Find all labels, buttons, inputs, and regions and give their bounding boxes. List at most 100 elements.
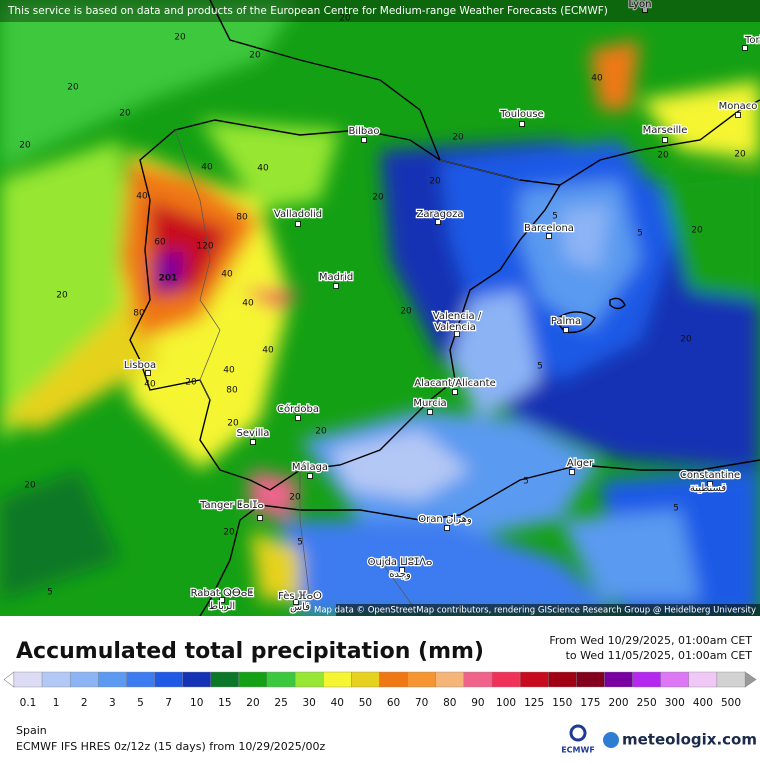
period-from: From Wed 10/29/2025, 01:00am CET	[549, 634, 752, 647]
city-marker	[399, 567, 405, 573]
legend-level: 5	[137, 697, 144, 709]
contour-label: 40	[257, 164, 269, 174]
contour-label: 20	[372, 193, 384, 203]
contour-label: 80	[226, 386, 238, 396]
contour-labels: 20 20 20 20 20 40 20 20 40 40 80 60 120 201 40 40 80 80 40…	[19, 14, 746, 598]
legend-level: 10	[190, 697, 203, 709]
legend-level: 500	[721, 697, 741, 709]
region: Spain	[16, 724, 47, 737]
city-label: Murcia	[413, 398, 446, 409]
city-label: Rabat ⵕⴱⴰⵟ	[191, 588, 254, 599]
city-marker	[742, 45, 748, 51]
city-label: Tanger ⵟⴰⵏⵊⴰ	[199, 500, 264, 511]
contour-label: 20	[67, 83, 79, 93]
banner-bg	[0, 0, 760, 22]
contour-label: 20	[227, 419, 239, 429]
france-coast	[209, 0, 441, 161]
legend-swatch	[688, 671, 718, 688]
legend-swatch	[716, 671, 746, 688]
contour-label: 20	[174, 33, 186, 43]
legend-level: 3	[109, 697, 116, 709]
city-label: Valencia	[434, 322, 476, 333]
contour-label: 5	[47, 588, 53, 598]
legend-bar: 0.1 1 2 3 5 7 10 15 20 25 30 40 50 60 70 80 90 100 125 150 1…	[3, 671, 757, 709]
field-blobs	[0, 0, 760, 616]
contour-label: 40	[221, 270, 233, 280]
legend-swatch	[69, 671, 99, 688]
city-label: Bilbao	[348, 126, 379, 137]
city-label: Constantine	[680, 470, 740, 481]
city-marker	[454, 331, 460, 337]
legend-swatch	[266, 671, 296, 688]
contour-label: 20	[185, 378, 197, 388]
legend-level: 1	[53, 697, 60, 709]
legend-swatch	[604, 671, 633, 688]
contour-label: 20	[452, 133, 464, 143]
africa-coast	[239, 459, 760, 521]
city-marker	[295, 221, 301, 227]
city-label: Zaragoza	[416, 209, 463, 220]
iberia-coast	[129, 119, 562, 491]
legend-level: 7	[165, 697, 172, 709]
contour-label: 5	[537, 362, 543, 372]
city-label: Marseille	[643, 125, 688, 136]
contour-label: 20	[429, 177, 441, 187]
city-label: فاس	[290, 602, 310, 613]
legend-swatch	[351, 671, 380, 688]
legend-arrow-right	[744, 671, 757, 688]
city-marker	[569, 469, 575, 475]
contour-label: 5	[552, 212, 558, 222]
contour-label: 40	[591, 74, 603, 84]
contour-label: 20	[734, 150, 746, 160]
legend-level: 15	[218, 697, 231, 709]
city-label: Fès ⴼⴰⵙ	[278, 590, 322, 602]
city-label: Monaco	[719, 101, 758, 112]
city-marker	[662, 137, 668, 143]
legend-level: 2	[81, 697, 88, 709]
legend-level: 25	[274, 697, 287, 709]
city-label: Lyon	[628, 0, 651, 10]
legend-level: 30	[303, 697, 316, 709]
city-label: Palma	[551, 316, 581, 327]
legend-level: 20	[246, 697, 259, 709]
model-info: ECMWF IFS HRES 0z/12z (15 days) from 10/…	[16, 740, 326, 753]
contour-label: 5	[523, 477, 529, 487]
city-marker	[642, 7, 648, 13]
city-marker	[563, 327, 569, 333]
city-label: Alacant/Alicante	[414, 378, 495, 389]
contour-label: 20	[680, 335, 692, 345]
legend-swatch	[13, 671, 43, 688]
contour-label: 40	[201, 163, 213, 173]
contour-label: 20	[249, 51, 261, 61]
city-marker	[145, 370, 151, 376]
contour-label: 5	[673, 504, 679, 514]
city-label: Valencia /	[433, 311, 482, 322]
contour-label: 20	[56, 291, 68, 301]
city-marker	[427, 409, 433, 415]
banner: This service is based on data and produc…	[7, 5, 608, 17]
city-marker	[219, 597, 225, 603]
legend-level: 300	[665, 697, 685, 709]
legend-swatch	[576, 671, 605, 688]
city-marker	[257, 515, 263, 521]
gulf-of-lion	[559, 99, 760, 186]
legend-swatch	[323, 671, 352, 688]
period-to: to Wed 11/05/2025, 01:00am CET	[566, 649, 753, 662]
legend-level: 250	[637, 697, 657, 709]
legend-swatch	[98, 671, 127, 688]
city-label: Málaga	[292, 461, 328, 473]
legend-swatch	[182, 671, 211, 688]
legend-swatch	[548, 671, 577, 688]
contour-label: 40	[144, 380, 156, 390]
attribution: Map data © OpenStreetMap contributors, r…	[314, 606, 756, 616]
legend-level: 100	[496, 697, 516, 709]
cities: Lyon Torin Monaco Marseille Toulouse Bilbao Va…	[123, 0, 760, 614]
borders	[174, 129, 521, 616]
contour-label: 5	[637, 229, 643, 239]
city-marker	[293, 599, 299, 605]
city-marker	[444, 525, 450, 531]
city-label: وجدة	[389, 569, 411, 580]
contour-label: 60	[154, 238, 166, 248]
legend-swatch	[154, 671, 183, 688]
contour-label: 80	[236, 213, 248, 223]
